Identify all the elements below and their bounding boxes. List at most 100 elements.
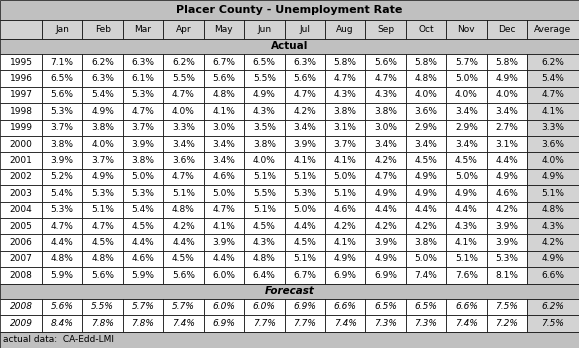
Text: 4.1%: 4.1% bbox=[294, 156, 316, 165]
Text: 4.6%: 4.6% bbox=[131, 254, 155, 263]
Text: 3.8%: 3.8% bbox=[334, 107, 357, 116]
Text: 3.4%: 3.4% bbox=[415, 140, 437, 149]
Bar bbox=[406, 87, 446, 103]
Bar bbox=[406, 20, 446, 39]
Bar bbox=[446, 299, 486, 315]
Bar bbox=[406, 103, 446, 119]
Text: 3.7%: 3.7% bbox=[334, 140, 357, 149]
Text: 5.0%: 5.0% bbox=[334, 172, 357, 181]
Text: 7.2%: 7.2% bbox=[496, 319, 518, 328]
Bar bbox=[82, 185, 123, 201]
Bar bbox=[163, 299, 204, 315]
Bar bbox=[406, 267, 446, 284]
Bar bbox=[284, 315, 325, 332]
Text: Apr: Apr bbox=[175, 25, 191, 34]
Text: 3.9%: 3.9% bbox=[495, 222, 518, 231]
Bar bbox=[82, 315, 123, 332]
Bar bbox=[446, 169, 486, 185]
Bar bbox=[284, 218, 325, 234]
Bar bbox=[486, 251, 527, 267]
Text: 4.1%: 4.1% bbox=[334, 156, 357, 165]
Text: Placer County - Unemployment Rate: Placer County - Unemployment Rate bbox=[177, 5, 402, 15]
Bar bbox=[42, 218, 82, 234]
Text: 4.0%: 4.0% bbox=[253, 156, 276, 165]
Text: 4.2%: 4.2% bbox=[541, 238, 565, 247]
Bar bbox=[82, 169, 123, 185]
Text: 5.7%: 5.7% bbox=[131, 302, 155, 311]
Text: 5.6%: 5.6% bbox=[212, 74, 236, 83]
Text: 5.1%: 5.1% bbox=[172, 189, 195, 198]
Bar bbox=[486, 267, 527, 284]
Bar bbox=[365, 169, 406, 185]
Bar bbox=[0, 185, 42, 201]
Bar bbox=[0, 0, 579, 20]
Bar bbox=[284, 251, 325, 267]
Text: 4.9%: 4.9% bbox=[541, 172, 565, 181]
Bar bbox=[82, 299, 123, 315]
Bar bbox=[406, 299, 446, 315]
Text: 3.8%: 3.8% bbox=[91, 123, 114, 132]
Text: 3.8%: 3.8% bbox=[415, 238, 438, 247]
Bar bbox=[163, 136, 204, 152]
Bar bbox=[365, 119, 406, 136]
Text: Oct: Oct bbox=[418, 25, 434, 34]
Bar bbox=[446, 87, 486, 103]
Bar bbox=[527, 185, 579, 201]
Bar bbox=[365, 251, 406, 267]
Bar bbox=[204, 169, 244, 185]
Bar bbox=[406, 119, 446, 136]
Bar bbox=[244, 119, 284, 136]
Text: 4.9%: 4.9% bbox=[334, 254, 357, 263]
Text: 2.9%: 2.9% bbox=[415, 123, 437, 132]
Bar bbox=[123, 152, 163, 169]
Bar bbox=[82, 267, 123, 284]
Text: 5.0%: 5.0% bbox=[455, 74, 478, 83]
Text: 3.4%: 3.4% bbox=[212, 156, 235, 165]
Bar bbox=[486, 103, 527, 119]
Bar bbox=[163, 70, 204, 87]
Text: 3.8%: 3.8% bbox=[253, 140, 276, 149]
Bar bbox=[446, 54, 486, 70]
Text: 4.2%: 4.2% bbox=[374, 156, 397, 165]
Text: 8.1%: 8.1% bbox=[495, 271, 518, 280]
Text: 7.3%: 7.3% bbox=[374, 319, 397, 328]
Bar bbox=[123, 251, 163, 267]
Text: Jul: Jul bbox=[299, 25, 310, 34]
Text: 7.5%: 7.5% bbox=[496, 302, 518, 311]
Bar bbox=[527, 54, 579, 70]
Text: 2000: 2000 bbox=[10, 140, 32, 149]
Bar bbox=[527, 136, 579, 152]
Bar bbox=[325, 251, 365, 267]
Text: 5.1%: 5.1% bbox=[293, 172, 316, 181]
Bar bbox=[82, 251, 123, 267]
Text: 7.4%: 7.4% bbox=[172, 319, 195, 328]
Text: Jan: Jan bbox=[55, 25, 69, 34]
Text: 5.0%: 5.0% bbox=[131, 172, 155, 181]
Bar bbox=[446, 234, 486, 251]
Text: 4.9%: 4.9% bbox=[91, 107, 114, 116]
Text: 4.4%: 4.4% bbox=[172, 238, 195, 247]
Bar bbox=[527, 20, 579, 39]
Text: 6.2%: 6.2% bbox=[172, 58, 195, 66]
Bar bbox=[486, 185, 527, 201]
Bar bbox=[0, 251, 42, 267]
Text: 5.5%: 5.5% bbox=[172, 74, 195, 83]
Text: 4.2%: 4.2% bbox=[294, 107, 316, 116]
Text: 4.6%: 4.6% bbox=[334, 205, 357, 214]
Bar bbox=[0, 284, 579, 299]
Text: 4.3%: 4.3% bbox=[253, 107, 276, 116]
Text: 5.5%: 5.5% bbox=[253, 74, 276, 83]
Bar bbox=[244, 234, 284, 251]
Bar bbox=[42, 20, 82, 39]
Bar bbox=[0, 87, 42, 103]
Bar bbox=[284, 152, 325, 169]
Bar bbox=[527, 201, 579, 218]
Text: 3.1%: 3.1% bbox=[495, 140, 518, 149]
Bar bbox=[82, 234, 123, 251]
Bar bbox=[244, 87, 284, 103]
Text: 4.2%: 4.2% bbox=[496, 205, 518, 214]
Bar bbox=[365, 87, 406, 103]
Bar bbox=[82, 152, 123, 169]
Bar bbox=[486, 136, 527, 152]
Text: 2006: 2006 bbox=[10, 238, 32, 247]
